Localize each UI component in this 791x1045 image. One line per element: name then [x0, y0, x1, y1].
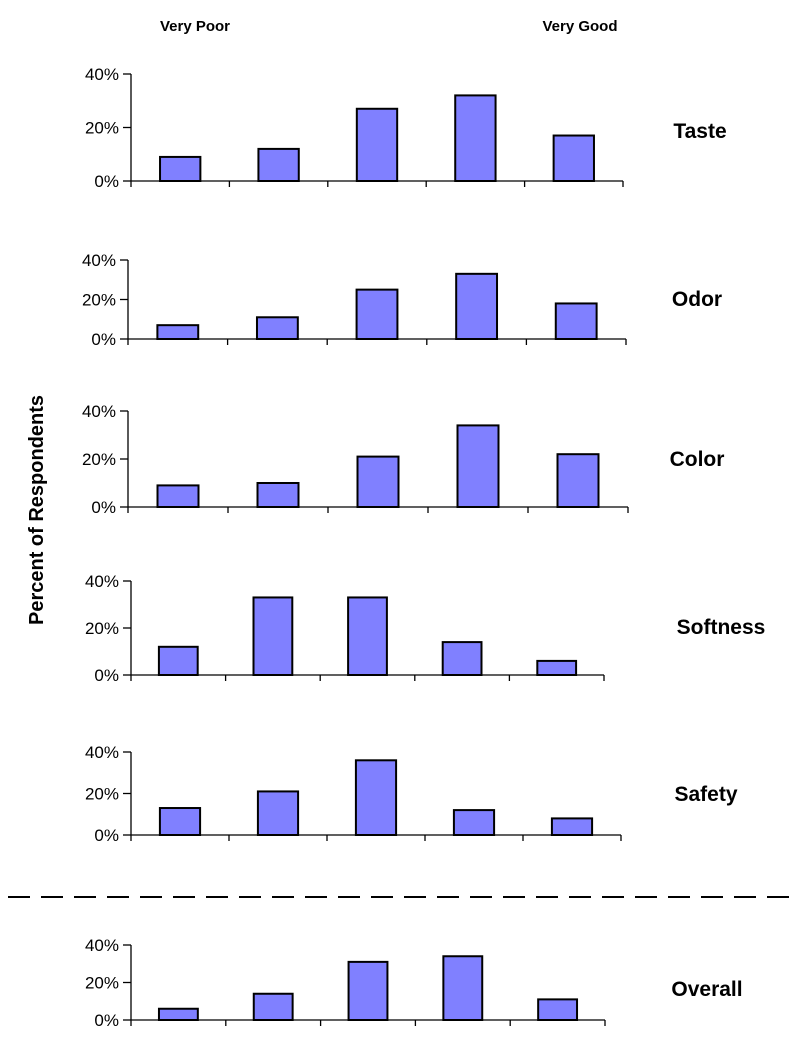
- bar-safety-2: [256, 790, 300, 836]
- bar-overall-5: [537, 998, 579, 1021]
- y-tick-label: 40%: [85, 936, 119, 955]
- bar-softness-1: [157, 645, 199, 676]
- y-tick-label: 0%: [94, 826, 119, 845]
- panels: 0%20%40%Taste0%20%40%Odor0%20%40%Color0%…: [82, 65, 765, 1030]
- y-tick-label: 20%: [85, 119, 119, 138]
- y-tick-label: 0%: [91, 498, 116, 517]
- panel-title: Taste: [673, 120, 726, 143]
- y-tick-label: 0%: [94, 666, 119, 685]
- y-tick-label: 40%: [82, 402, 116, 421]
- bar-softness-2: [252, 596, 294, 677]
- bar-overall-2: [252, 992, 294, 1021]
- y-tick-label: 0%: [91, 330, 116, 349]
- bar-odor-3: [355, 288, 399, 340]
- chart-panel-color: 0% 20% 40% Color: [82, 402, 724, 517]
- panel-title: Color: [670, 448, 725, 471]
- bar-taste-5: [552, 134, 595, 182]
- y-tick-label: 40%: [85, 572, 119, 591]
- bar-overall-4: [442, 955, 484, 1021]
- header-right-label: Very Good: [542, 18, 617, 35]
- bar-safety-4: [452, 809, 496, 836]
- y-tick-label: 0%: [94, 172, 119, 191]
- bar-color-4: [456, 424, 500, 508]
- chart-panel-safety: 0% 20% 40% Safety: [85, 743, 738, 845]
- y-tick-label: 20%: [85, 619, 119, 638]
- bar-softness-5: [536, 659, 578, 677]
- y-tick-label: 20%: [85, 974, 119, 993]
- bar-safety-3: [354, 759, 398, 836]
- chart-panel-overall: 0% 20% 40% Overall: [85, 936, 743, 1030]
- bar-taste-4: [454, 94, 497, 182]
- panel-title: Odor: [672, 288, 722, 311]
- bar-softness-3: [347, 596, 388, 677]
- bar-color-2: [256, 482, 300, 508]
- bar-color-3: [356, 455, 400, 509]
- bar-softness-4: [441, 641, 483, 676]
- bar-color-5: [556, 453, 600, 509]
- bar-odor-4: [455, 272, 499, 341]
- chart-panel-taste: 0% 20% 40% Taste: [85, 65, 727, 191]
- bar-safety-1: [158, 807, 202, 837]
- bar-safety-5: [550, 817, 594, 837]
- panel-title: Softness: [677, 616, 766, 639]
- panel-title: Overall: [671, 978, 742, 1001]
- chart-panel-softness: 0% 20% 40% Softness: [85, 572, 765, 685]
- bar-odor-1: [156, 324, 200, 340]
- bar-taste-2: [257, 147, 300, 182]
- y-tick-label: 0%: [94, 1011, 119, 1030]
- y-tick-label: 20%: [82, 291, 116, 310]
- y-tick-label: 40%: [82, 251, 116, 270]
- bar-odor-2: [255, 316, 299, 340]
- panel-title: Safety: [674, 783, 737, 806]
- bar-taste-1: [159, 155, 202, 183]
- bar-taste-3: [355, 107, 399, 182]
- bar-overall-1: [157, 1007, 199, 1021]
- chart-panel-odor: 0% 20% 40% Odor: [82, 251, 722, 349]
- bar-color-1: [156, 484, 200, 508]
- y-tick-label: 40%: [85, 743, 119, 762]
- header-left-label: Very Poor: [160, 18, 230, 35]
- y-axis-label: Percent of Respondents: [26, 395, 48, 625]
- bar-odor-5: [554, 302, 598, 341]
- y-tick-label: 20%: [85, 785, 119, 804]
- bar-overall-3: [347, 960, 389, 1021]
- y-tick-label: 20%: [82, 450, 116, 469]
- y-tick-label: 40%: [85, 65, 119, 84]
